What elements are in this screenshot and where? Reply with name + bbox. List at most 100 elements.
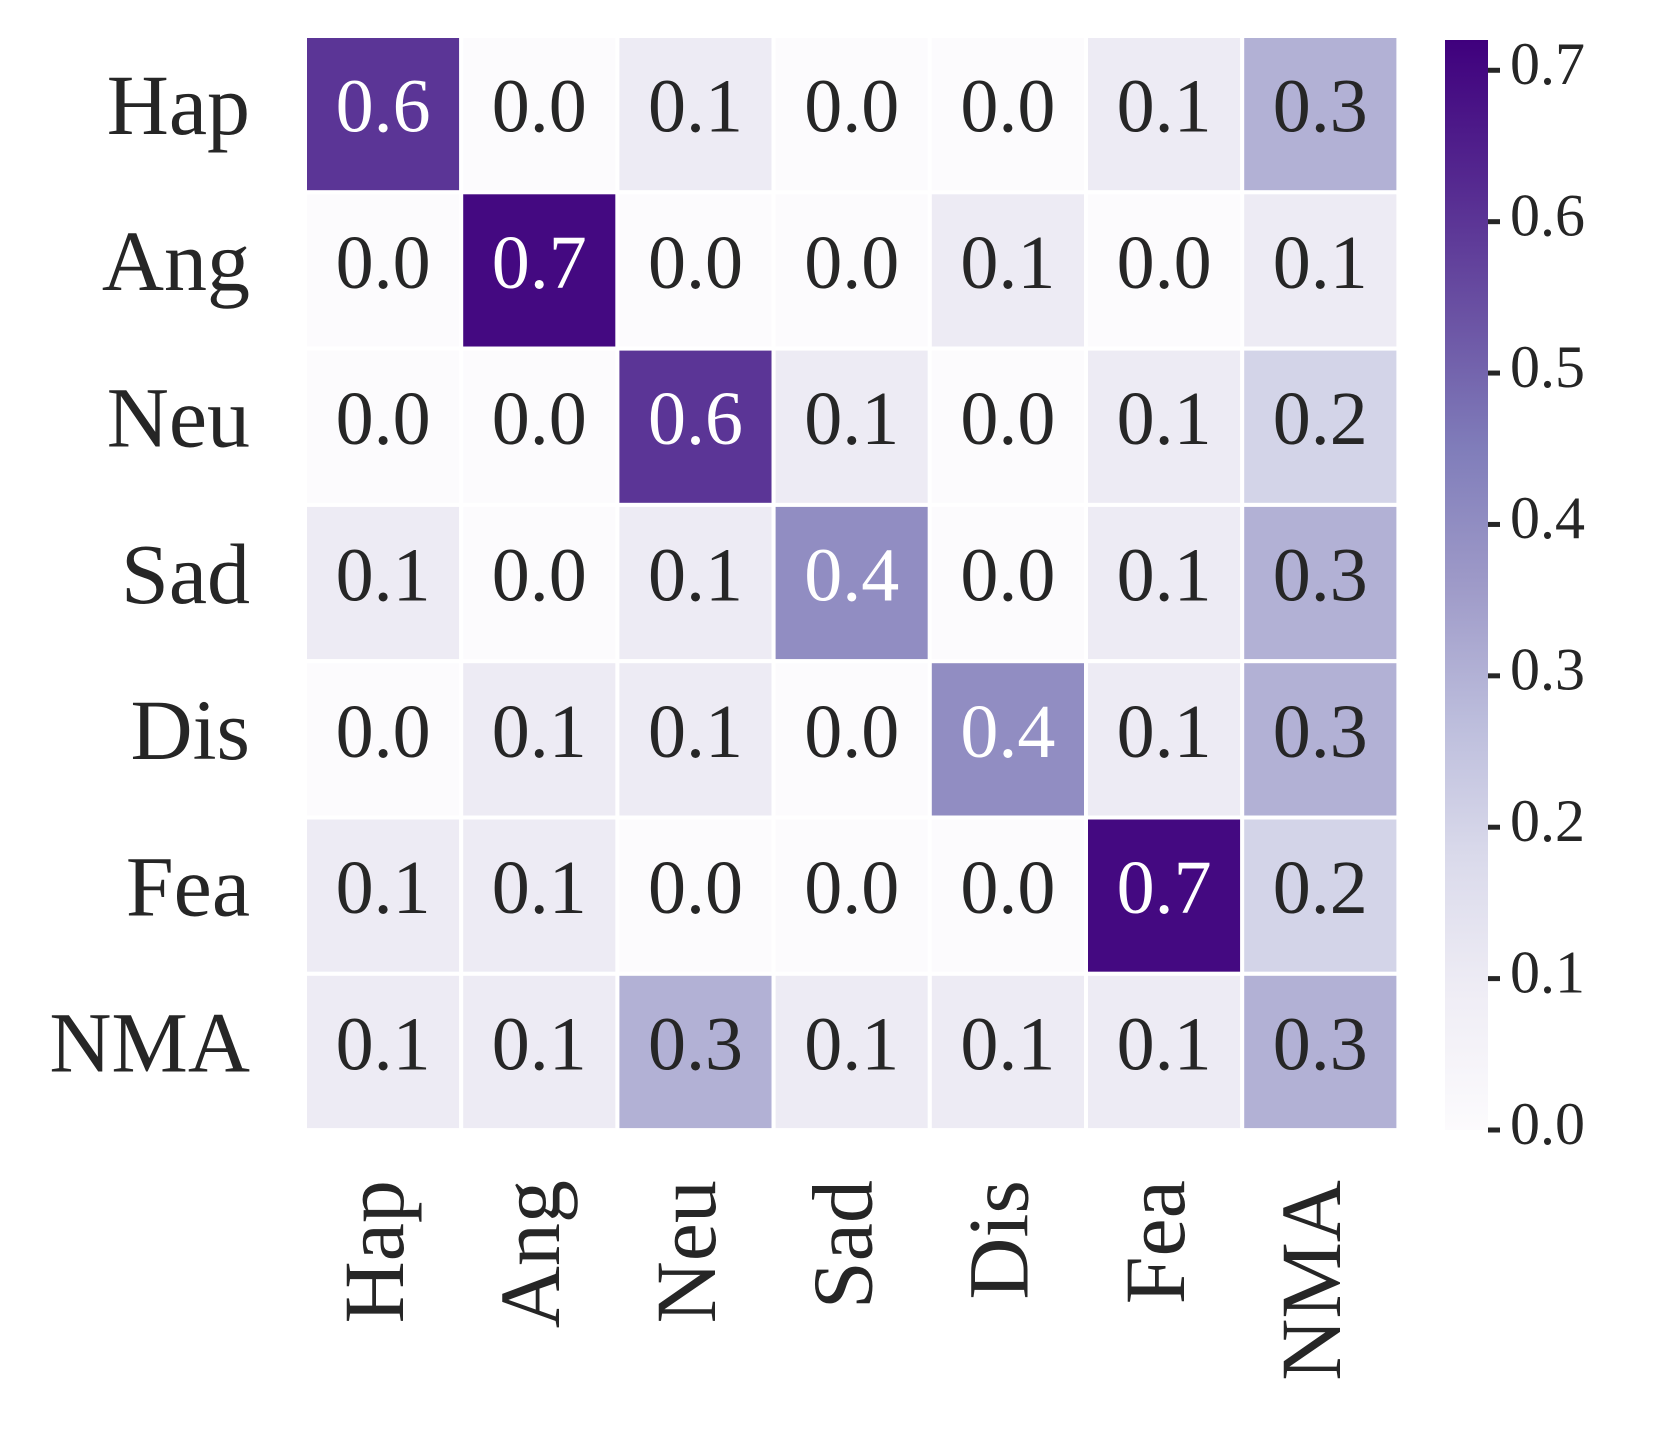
cell-label: 0.3 bbox=[1273, 65, 1368, 149]
cell-label: 0.0 bbox=[804, 846, 899, 930]
colorbar bbox=[1445, 40, 1488, 1130]
y-tick-label: Neu bbox=[107, 369, 250, 465]
cell-label: 0.0 bbox=[492, 377, 587, 461]
y-tick-label: Hap bbox=[107, 57, 250, 153]
x-tick-label: Sad bbox=[794, 1180, 890, 1309]
cell-label: 0.1 bbox=[492, 846, 587, 930]
cell-label: 0.3 bbox=[1273, 533, 1368, 617]
cell-label: 0.1 bbox=[648, 65, 743, 149]
heatmap-cell bbox=[771, 971, 932, 1133]
cell-label: 0.1 bbox=[648, 533, 743, 617]
colorbar-tick-label: 0.1 bbox=[1510, 939, 1585, 1005]
cell-label: 0.2 bbox=[1273, 846, 1368, 930]
cell-label: 0.3 bbox=[648, 1002, 743, 1086]
cell-label: 0.1 bbox=[648, 690, 743, 774]
cell-label: 0.7 bbox=[492, 221, 587, 305]
cell-label: 0.1 bbox=[1117, 1002, 1212, 1086]
heatmap-cell bbox=[771, 346, 932, 507]
colorbar-tick-label: 0.5 bbox=[1510, 334, 1585, 400]
cell-label: 0.6 bbox=[336, 65, 431, 149]
heatmap-cell bbox=[303, 190, 464, 351]
cell-label: 0.1 bbox=[1117, 690, 1212, 774]
x-tick-label: Dis bbox=[951, 1180, 1047, 1299]
x-tick-label: Neu bbox=[638, 1180, 734, 1323]
cell-label: 0.2 bbox=[1273, 377, 1368, 461]
colorbar-tick-label: 0.6 bbox=[1510, 182, 1585, 248]
heatmap-cell bbox=[1084, 502, 1245, 664]
colorbar-tick-label: 0.2 bbox=[1510, 788, 1585, 854]
heatmap-cell bbox=[303, 502, 464, 664]
y-tick-label: Ang bbox=[102, 213, 250, 309]
heatmap-cell bbox=[1084, 346, 1245, 507]
heatmap-cell bbox=[927, 346, 1088, 507]
heatmap-cell bbox=[1240, 815, 1401, 976]
heatmap-cell bbox=[303, 815, 464, 976]
cell-label: 0.1 bbox=[492, 690, 587, 774]
heatmap-cell bbox=[1240, 346, 1401, 507]
y-tick-label: NMA bbox=[49, 995, 250, 1091]
x-tick-label: Hap bbox=[326, 1180, 422, 1323]
heatmap-cell bbox=[303, 659, 464, 820]
heatmap-cell bbox=[927, 971, 1088, 1133]
cell-label: 0.0 bbox=[336, 377, 431, 461]
cell-label: 0.1 bbox=[336, 846, 431, 930]
heatmap-cell bbox=[1240, 502, 1401, 664]
heatmap-cell bbox=[1084, 971, 1245, 1133]
cell-label: 0.1 bbox=[1273, 221, 1368, 305]
heatmap-cell bbox=[615, 659, 776, 820]
cell-label: 0.0 bbox=[960, 533, 1055, 617]
cell-label: 0.1 bbox=[1117, 377, 1212, 461]
y-tick-label: Sad bbox=[121, 526, 250, 622]
colorbar-tick-label: 0.0 bbox=[1510, 1091, 1585, 1157]
cell-label: 0.0 bbox=[492, 533, 587, 617]
heatmap-cell bbox=[459, 502, 620, 664]
cell-label: 0.1 bbox=[492, 1002, 587, 1086]
cell-label: 0.0 bbox=[960, 377, 1055, 461]
cell-label: 0.0 bbox=[648, 846, 743, 930]
colorbar-tick-label: 0.3 bbox=[1510, 637, 1585, 703]
heatmap-cell bbox=[459, 815, 620, 976]
cell-label: 0.1 bbox=[1117, 65, 1212, 149]
cell-label: 0.1 bbox=[804, 1002, 899, 1086]
cell-label: 0.0 bbox=[804, 690, 899, 774]
cell-label: 0.7 bbox=[1117, 846, 1212, 930]
cell-label: 0.0 bbox=[336, 690, 431, 774]
heatmap-cell bbox=[1240, 190, 1401, 351]
cell-label: 0.1 bbox=[336, 533, 431, 617]
heatmap-cell bbox=[303, 34, 464, 195]
cell-label: 0.0 bbox=[1117, 221, 1212, 305]
x-tick-label: Fea bbox=[1107, 1180, 1203, 1304]
y-tick-label: Dis bbox=[131, 682, 250, 778]
cell-label: 0.0 bbox=[804, 65, 899, 149]
heatmap-cell bbox=[459, 346, 620, 507]
cell-label: 0.4 bbox=[960, 690, 1055, 774]
cell-label: 0.0 bbox=[960, 846, 1055, 930]
cell-label: 0.1 bbox=[336, 1002, 431, 1086]
x-tick-label: NMA bbox=[1263, 1180, 1359, 1381]
cell-label: 0.1 bbox=[960, 221, 1055, 305]
heatmap-cell bbox=[615, 971, 776, 1133]
cell-label: 0.0 bbox=[804, 221, 899, 305]
cell-label: 0.6 bbox=[648, 377, 743, 461]
heatmap-cell bbox=[927, 190, 1088, 351]
cell-label: 0.3 bbox=[1273, 690, 1368, 774]
cell-label: 0.0 bbox=[960, 65, 1055, 149]
heatmap-cell bbox=[927, 815, 1088, 976]
cell-label: 0.1 bbox=[1117, 533, 1212, 617]
x-tick-label: Ang bbox=[482, 1180, 578, 1328]
heatmap-cell bbox=[459, 34, 620, 195]
heatmap-cell bbox=[1084, 34, 1245, 195]
cell-label: 0.4 bbox=[804, 533, 899, 617]
cell-label: 0.1 bbox=[804, 377, 899, 461]
heatmap-cell bbox=[615, 346, 776, 507]
cell-label: 0.0 bbox=[336, 221, 431, 305]
cell-label: 0.0 bbox=[648, 221, 743, 305]
colorbar-tick-label: 0.7 bbox=[1510, 31, 1585, 97]
colorbar-tick-label: 0.4 bbox=[1510, 485, 1585, 551]
heatmap-cell bbox=[615, 190, 776, 351]
cell-label: 0.3 bbox=[1273, 1002, 1368, 1086]
cell-label: 0.0 bbox=[492, 65, 587, 149]
cell-label: 0.1 bbox=[960, 1002, 1055, 1086]
y-tick-label: Fea bbox=[126, 838, 250, 934]
